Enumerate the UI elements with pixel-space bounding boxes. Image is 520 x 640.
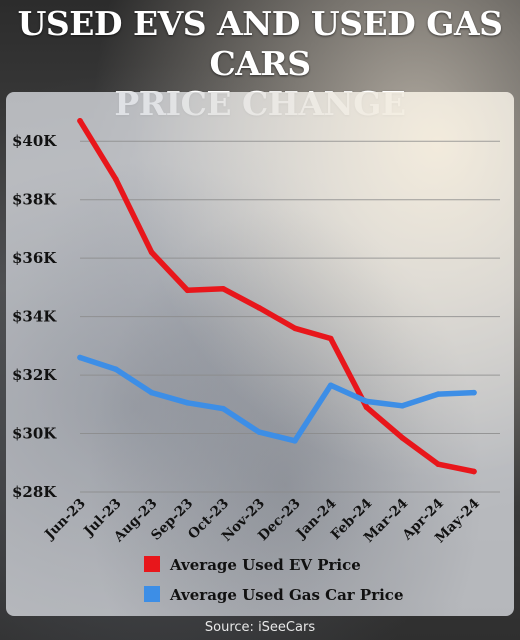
ev-price-point (184, 287, 191, 294)
gas-price-point (363, 398, 370, 405)
legend-ev-label: Average Used EV Price (169, 556, 361, 574)
ev-price-point (256, 305, 262, 311)
gas-price-point (148, 389, 155, 396)
source-credit: Source: iSeeCars (204, 620, 316, 635)
gas-price-point (292, 438, 298, 444)
ev-price-point (471, 468, 477, 475)
gas-price-point (77, 354, 83, 361)
gas-price-point (256, 429, 262, 435)
ev-price-point (399, 435, 406, 441)
gas-price-point (184, 400, 191, 406)
ev-price-point (435, 461, 441, 468)
y-tick-label: $34K (12, 308, 57, 326)
gas-price-point (435, 391, 441, 397)
title-line-1: USED EVS AND USED GAS CARS (17, 4, 503, 83)
gas-price-point (327, 382, 334, 389)
ev-price-point (292, 325, 298, 332)
line-chart: $28K$30K$32K$34K$36K$38K$40KJun-23Jul-23… (12, 117, 500, 604)
y-tick-label: $40K (12, 132, 57, 150)
ev-price-point (148, 249, 155, 256)
y-tick-label: $30K (12, 425, 57, 443)
chart-panel: $28K $30K $32K $34K $36K $38K $40K Jun-23 Jul-23… (6, 92, 514, 616)
y-tick-label: $28K (12, 483, 57, 501)
gas-price-point (399, 402, 406, 409)
y-tick-label: $38K (12, 191, 57, 209)
legend-ev-swatch (144, 556, 160, 572)
ev-price-point (327, 335, 334, 342)
ev-price-point (77, 117, 83, 124)
ev-price-point (220, 286, 227, 292)
x-tick-label: Jun-23 (41, 496, 89, 544)
ev-price-point (113, 176, 119, 183)
gas-price-point (471, 389, 477, 396)
y-tick-label: $36K (12, 249, 57, 267)
panel-car-photo (6, 92, 514, 616)
ev-price-point (363, 404, 370, 411)
legend-gas-swatch (144, 586, 160, 602)
gas-price-point (113, 366, 119, 373)
gas-price-point (220, 405, 227, 412)
gas-price-line (77, 354, 477, 444)
ev-price-line (77, 118, 477, 475)
y-tick-label: $32K (12, 366, 57, 384)
legend-gas-label: Average Used Gas Car Price (169, 586, 403, 604)
